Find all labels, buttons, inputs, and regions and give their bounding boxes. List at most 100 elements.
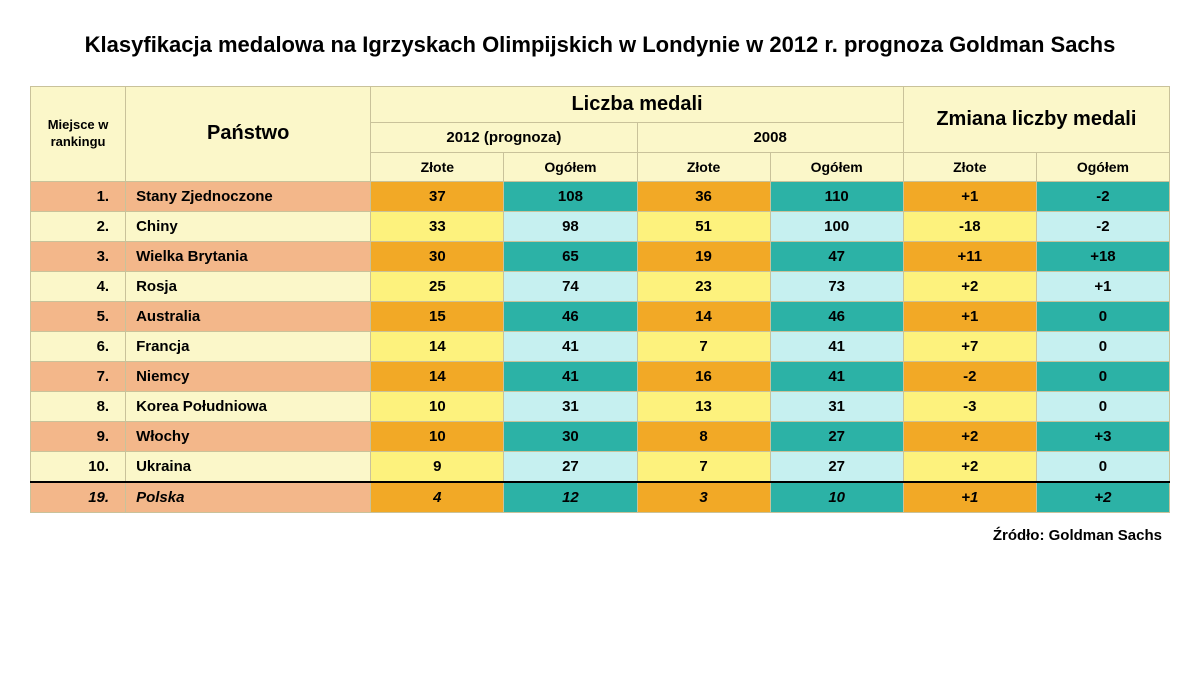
- cell-total-change: -2: [1036, 211, 1169, 241]
- cell-gold-2008: 36: [637, 181, 770, 211]
- cell-gold-change: +2: [903, 271, 1036, 301]
- cell-country: Niemcy: [126, 361, 371, 391]
- table-header: Miejsce w rankingu Państwo Liczba medali…: [31, 86, 1170, 181]
- cell-gold-2008: 3: [637, 482, 770, 513]
- cell-gold-2012: 14: [371, 331, 504, 361]
- cell-country: Chiny: [126, 211, 371, 241]
- cell-total-2008: 73: [770, 271, 903, 301]
- cell-gold-2008: 23: [637, 271, 770, 301]
- cell-gold-2012: 10: [371, 391, 504, 421]
- table-row: 3.Wielka Brytania30651947+11+18: [31, 241, 1170, 271]
- cell-gold-change: +2: [903, 421, 1036, 451]
- cell-total-change: -2: [1036, 181, 1169, 211]
- cell-total-2012: 98: [504, 211, 637, 241]
- cell-rank: 8.: [31, 391, 126, 421]
- cell-total-2012: 12: [504, 482, 637, 513]
- cell-gold-2008: 7: [637, 451, 770, 482]
- header-medal-change: Zmiana liczby medali: [903, 86, 1169, 152]
- header-gold-2012: Złote: [371, 152, 504, 181]
- cell-gold-2008: 51: [637, 211, 770, 241]
- cell-total-2008: 41: [770, 361, 903, 391]
- cell-total-2012: 27: [504, 451, 637, 482]
- cell-gold-2012: 37: [371, 181, 504, 211]
- table-row: 7.Niemcy14411641-20: [31, 361, 1170, 391]
- table-row: 6.Francja1441741+70: [31, 331, 1170, 361]
- cell-total-2012: 30: [504, 421, 637, 451]
- table-row: 2.Chiny339851100-18-2: [31, 211, 1170, 241]
- cell-total-2008: 27: [770, 421, 903, 451]
- cell-gold-change: +11: [903, 241, 1036, 271]
- cell-gold-2008: 7: [637, 331, 770, 361]
- cell-country: Włochy: [126, 421, 371, 451]
- header-total-2012: Ogółem: [504, 152, 637, 181]
- cell-total-2008: 10: [770, 482, 903, 513]
- cell-total-2008: 41: [770, 331, 903, 361]
- cell-total-2008: 100: [770, 211, 903, 241]
- cell-total-change: +3: [1036, 421, 1169, 451]
- cell-gold-2012: 30: [371, 241, 504, 271]
- cell-total-change: 0: [1036, 331, 1169, 361]
- cell-total-2012: 46: [504, 301, 637, 331]
- cell-gold-2012: 10: [371, 421, 504, 451]
- cell-total-change: +18: [1036, 241, 1169, 271]
- cell-total-2012: 65: [504, 241, 637, 271]
- cell-total-2008: 46: [770, 301, 903, 331]
- cell-rank: 3.: [31, 241, 126, 271]
- cell-total-change: 0: [1036, 361, 1169, 391]
- table-body: 1.Stany Zjednoczone3710836110+1-22.Chiny…: [31, 181, 1170, 512]
- cell-country: Stany Zjednoczone: [126, 181, 371, 211]
- cell-total-change: 0: [1036, 391, 1169, 421]
- cell-gold-change: +1: [903, 181, 1036, 211]
- cell-rank: 10.: [31, 451, 126, 482]
- cell-gold-change: -2: [903, 361, 1036, 391]
- cell-rank: 7.: [31, 361, 126, 391]
- medal-table: Miejsce w rankingu Państwo Liczba medali…: [30, 86, 1170, 513]
- cell-gold-2012: 4: [371, 482, 504, 513]
- cell-total-2012: 108: [504, 181, 637, 211]
- cell-gold-2012: 25: [371, 271, 504, 301]
- cell-total-2008: 110: [770, 181, 903, 211]
- cell-rank: 19.: [31, 482, 126, 513]
- cell-total-change: +2: [1036, 482, 1169, 513]
- cell-gold-change: +1: [903, 482, 1036, 513]
- page-title: Klasyfikacja medalowa na Igrzyskach Olim…: [30, 30, 1170, 61]
- cell-rank: 6.: [31, 331, 126, 361]
- header-country: Państwo: [126, 86, 371, 181]
- cell-gold-2008: 13: [637, 391, 770, 421]
- table-row: 9.Włochy1030827+2+3: [31, 421, 1170, 451]
- table-row: 1.Stany Zjednoczone3710836110+1-2: [31, 181, 1170, 211]
- cell-country: Polska: [126, 482, 371, 513]
- cell-gold-2012: 33: [371, 211, 504, 241]
- cell-gold-2012: 15: [371, 301, 504, 331]
- source-label: Źródło: Goldman Sachs: [30, 527, 1170, 544]
- table-row: 5.Australia15461446+10: [31, 301, 1170, 331]
- cell-gold-change: -3: [903, 391, 1036, 421]
- cell-country: Ukraina: [126, 451, 371, 482]
- cell-gold-change: +1: [903, 301, 1036, 331]
- cell-gold-2008: 8: [637, 421, 770, 451]
- cell-rank: 5.: [31, 301, 126, 331]
- cell-total-2012: 41: [504, 361, 637, 391]
- cell-total-change: 0: [1036, 301, 1169, 331]
- cell-gold-2012: 14: [371, 361, 504, 391]
- cell-rank: 4.: [31, 271, 126, 301]
- cell-gold-change: +2: [903, 451, 1036, 482]
- cell-total-2012: 74: [504, 271, 637, 301]
- cell-total-2012: 31: [504, 391, 637, 421]
- cell-gold-2008: 16: [637, 361, 770, 391]
- header-total-change: Ogółem: [1036, 152, 1169, 181]
- table-row: 8.Korea Południowa10311331-30: [31, 391, 1170, 421]
- header-medal-count: Liczba medali: [371, 86, 903, 122]
- cell-country: Francja: [126, 331, 371, 361]
- cell-rank: 9.: [31, 421, 126, 451]
- table-row: 19.Polska412310+1+2: [31, 482, 1170, 513]
- header-gold-change: Złote: [903, 152, 1036, 181]
- cell-total-2012: 41: [504, 331, 637, 361]
- table-row: 4.Rosja25742373+2+1: [31, 271, 1170, 301]
- cell-gold-change: +7: [903, 331, 1036, 361]
- header-year-2012: 2012 (prognoza): [371, 122, 637, 152]
- header-total-2008: Ogółem: [770, 152, 903, 181]
- table-row: 10.Ukraina927727+20: [31, 451, 1170, 482]
- cell-rank: 1.: [31, 181, 126, 211]
- cell-total-2008: 31: [770, 391, 903, 421]
